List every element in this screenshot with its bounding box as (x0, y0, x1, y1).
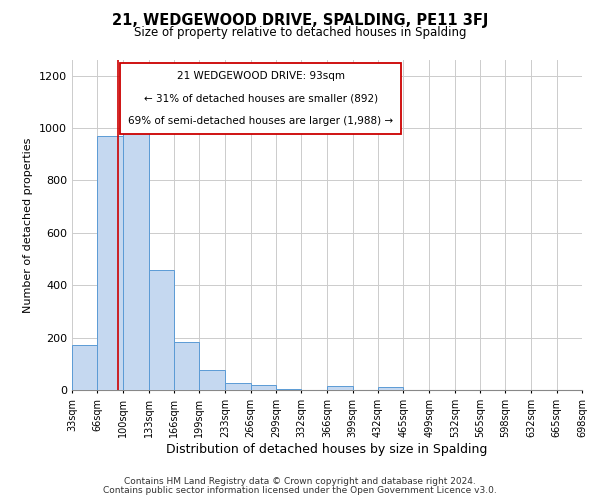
Text: 21 WEDGEWOOD DRIVE: 93sqm: 21 WEDGEWOOD DRIVE: 93sqm (176, 71, 344, 81)
Text: ← 31% of detached houses are smaller (892): ← 31% of detached houses are smaller (89… (143, 94, 378, 104)
Bar (251, 385, 276, 390)
Text: 69% of semi-detached houses are larger (1,988) →: 69% of semi-detached houses are larger (… (128, 116, 393, 126)
Y-axis label: Number of detached properties: Number of detached properties (23, 138, 34, 312)
Bar (174, 342, 199, 390)
Text: Contains public sector information licensed under the Open Government Licence v3: Contains public sector information licen… (103, 486, 497, 495)
FancyBboxPatch shape (121, 64, 401, 134)
X-axis label: Distribution of detached houses by size in Spalding: Distribution of detached houses by size … (166, 442, 488, 456)
Bar (276, 388, 301, 390)
Text: Contains HM Land Registry data © Crown copyright and database right 2024.: Contains HM Land Registry data © Crown c… (124, 477, 476, 486)
Bar (199, 370, 226, 390)
Bar (378, 388, 403, 390)
Bar (72, 346, 97, 390)
Text: Size of property relative to detached houses in Spalding: Size of property relative to detached ho… (134, 26, 466, 39)
Bar (97, 136, 124, 390)
Text: 21, WEDGEWOOD DRIVE, SPALDING, PE11 3FJ: 21, WEDGEWOOD DRIVE, SPALDING, PE11 3FJ (112, 12, 488, 28)
Bar (124, 128, 149, 390)
Bar (328, 386, 353, 390)
Bar (226, 384, 251, 390)
Bar (149, 270, 174, 390)
